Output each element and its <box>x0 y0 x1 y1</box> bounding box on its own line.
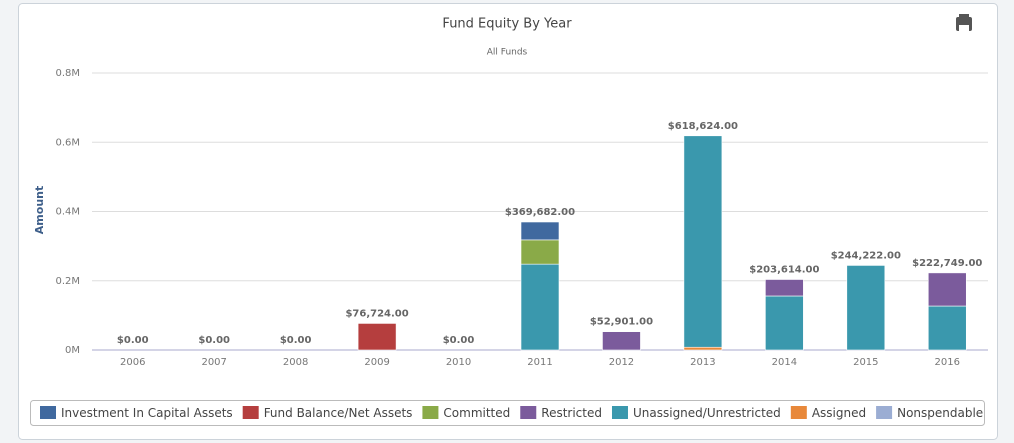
total-label: $0.00 <box>280 335 312 346</box>
legend-swatch <box>40 406 56 419</box>
total-label: $0.00 <box>117 335 149 346</box>
legend-label: Unassigned/Unrestricted <box>633 406 781 420</box>
bar-segment <box>683 135 723 348</box>
print-button[interactable] <box>956 14 972 31</box>
legend-swatch <box>520 406 537 419</box>
x-tick-label: 2011 <box>527 357 552 368</box>
bar-segment <box>683 346 723 351</box>
x-tick-label: 2012 <box>609 357 634 368</box>
legend-label: Nonspendable <box>897 406 983 420</box>
total-label: $244,222.00 <box>831 250 901 261</box>
x-tick-label: 2008 <box>283 357 308 368</box>
bar-segment <box>927 305 967 351</box>
total-label: $618,624.00 <box>668 121 738 132</box>
chart-subtitle: All Funds <box>487 48 528 58</box>
bar-segment <box>927 272 967 307</box>
total-label: $203,614.00 <box>749 264 819 275</box>
legend <box>30 400 985 426</box>
legend-swatch <box>790 406 807 419</box>
bar-segment <box>765 279 804 297</box>
x-tick-label: 2006 <box>120 357 145 368</box>
x-tick-label: 2013 <box>690 357 715 368</box>
legend-label: Fund Balance/Net Assets <box>264 406 413 420</box>
card <box>18 3 998 440</box>
x-tick-label: 2015 <box>853 357 878 368</box>
total-label: $52,901.00 <box>590 317 653 328</box>
x-tick-label: 2016 <box>935 357 960 368</box>
legend-swatch <box>242 406 259 419</box>
chart-title: Fund Equity By Year <box>442 17 572 32</box>
legend-label: Assigned <box>812 406 866 420</box>
x-tick-label: 2007 <box>201 357 226 368</box>
y-tick-label: 0M <box>65 345 80 356</box>
total-label: $369,682.00 <box>505 207 575 218</box>
x-tick-label: 2009 <box>364 357 389 368</box>
legend-swatch <box>611 406 628 419</box>
bar-segment <box>357 323 397 351</box>
y-tick-label: 0.4M <box>55 207 80 218</box>
total-label: $0.00 <box>443 335 475 346</box>
legend-label: Investment In Capital Assets <box>61 406 233 420</box>
total-label: $0.00 <box>198 335 230 346</box>
y-tick-label: 0.6M <box>55 137 80 148</box>
bar-segment <box>520 263 560 351</box>
x-tick-label: 2010 <box>446 357 471 368</box>
bar-segment <box>765 295 804 351</box>
y-tick-label: 0.8M <box>55 68 80 79</box>
bar-segment <box>846 265 886 351</box>
total-label: $76,724.00 <box>345 308 408 319</box>
bar-segment <box>520 239 560 265</box>
y-axis-label: Amount <box>33 186 46 234</box>
legend-swatch <box>422 406 439 419</box>
legend-swatch <box>876 406 893 419</box>
legend-label: Committed <box>443 406 510 420</box>
legend-label: Restricted <box>541 406 602 420</box>
x-tick-label: 2014 <box>772 357 797 368</box>
bar-segment <box>520 221 560 241</box>
bar-segment <box>602 331 641 351</box>
y-tick-label: 0.2M <box>55 276 80 287</box>
total-label: $222,749.00 <box>912 258 982 269</box>
